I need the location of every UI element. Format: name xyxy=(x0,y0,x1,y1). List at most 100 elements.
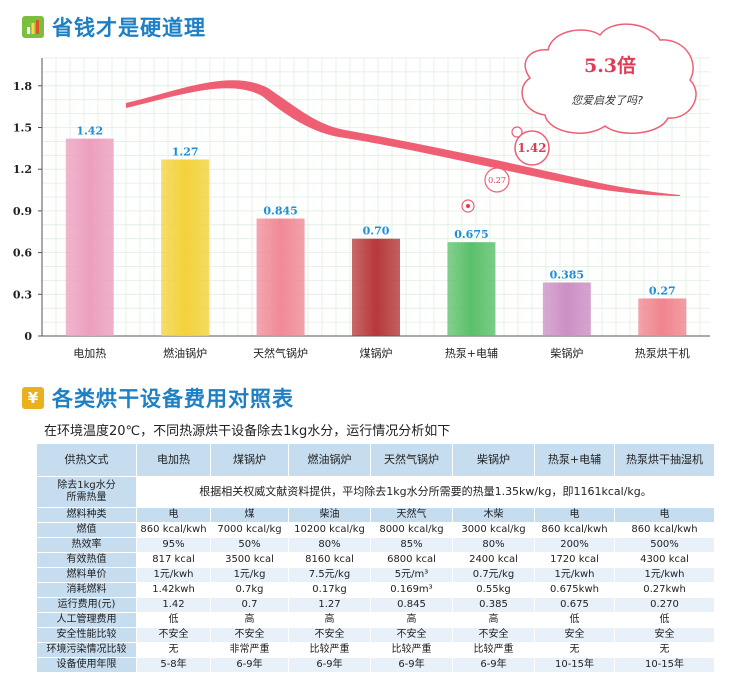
fuel-type: 木柴 xyxy=(452,507,535,523)
table-cell: 1.42 xyxy=(136,597,211,613)
table-cell: 0.27kwh xyxy=(614,582,715,598)
bubble-dot xyxy=(461,199,475,213)
table-cell: 6-9年 xyxy=(370,657,453,673)
bars xyxy=(65,138,687,336)
table-cell: 0.675 xyxy=(534,597,615,613)
row-label: 燃值 xyxy=(36,522,137,538)
category-label: 热泵烘干机 xyxy=(635,346,690,360)
bar-chart-icon xyxy=(22,16,44,38)
table-cell: 50% xyxy=(210,537,289,553)
y-tick-label: 1.5 xyxy=(13,122,32,135)
row-label: 设备使用年限 xyxy=(36,657,137,673)
table-cell: 安全 xyxy=(534,627,615,643)
table-cell: 860 kcal/kwh xyxy=(614,522,715,538)
table-cell: 1.27 xyxy=(288,597,371,613)
category-label: 电加热 xyxy=(73,347,106,360)
y-tick-label: 0.6 xyxy=(13,247,32,260)
table-cell: 6800 kcal xyxy=(370,552,453,568)
table-row: 人工管理费用低高高高高低低 xyxy=(36,612,715,628)
demand-note: 根据相关权威文献资料提供，平均除去1kg水分所需要的热量1.35kw/kg，即1… xyxy=(136,476,715,508)
table-cell: 0.845 xyxy=(370,597,453,613)
table-cell: 0.385 xyxy=(452,597,535,613)
table-cell: 1720 kcal xyxy=(534,552,615,568)
table-cell: 817 kcal xyxy=(136,552,211,568)
category-label: 天然气锅炉 xyxy=(253,346,308,360)
table-cell: 6-9年 xyxy=(452,657,535,673)
y-tick-label: 1.8 xyxy=(13,80,32,93)
yen-icon: ¥ xyxy=(22,387,44,409)
table-cell: 0.675kwh xyxy=(534,582,615,598)
table-cell: 5元/m³ xyxy=(370,567,453,583)
y-tick-label: 0.9 xyxy=(13,205,32,218)
fuel-type-row: 燃料种类 电 煤 柴油 天然气 木柴 电 电 xyxy=(36,507,715,523)
table-cell: 安全 xyxy=(614,627,715,643)
value-labels: 1.42 1.27 0.845 0.70 0.675 0.385 0.27 xyxy=(76,125,675,298)
table-cell: 80% xyxy=(288,537,371,553)
fuel-type: 电 xyxy=(534,507,615,523)
row-label: 有效热值 xyxy=(36,552,137,568)
table-cell: 10200 kcal/kg xyxy=(288,522,371,538)
bubble-small: 0.27 xyxy=(484,167,510,193)
column-header: 天然气锅炉 xyxy=(370,443,453,477)
table-cell: 0.169m³ xyxy=(370,582,453,598)
table-cell: 比较严重 xyxy=(288,642,371,658)
table-cell: 不安全 xyxy=(370,627,453,643)
table-row: 设备使用年限 5-8年 6-9年 6-9年 6-9年 6-9年 10-15年 10-15年 xyxy=(36,657,715,673)
table-cell: 6-9年 xyxy=(288,657,371,673)
table-row: 环境污染情况比较无非常严重 比较严重 比较严重 比较严重无无 xyxy=(36,642,715,658)
table-cell: 860 kcal/kwh xyxy=(136,522,211,538)
fuel-type: 煤 xyxy=(210,507,289,523)
y-tick-label: 0.3 xyxy=(13,288,32,301)
table-cell: 无 xyxy=(136,642,211,658)
row-label: 运行费用(元) xyxy=(36,597,137,613)
table-cell: 不安全 xyxy=(288,627,371,643)
table-cell: 0.7 xyxy=(210,597,289,613)
table-row: 消耗燃料 1.42kwh 0.7kg 0.17kg 0.169m³ 0.55kg 0.675… xyxy=(36,582,715,598)
row-label: 消耗燃料 xyxy=(36,582,137,598)
cloud-callout: 5.3倍 您爱启发了吗? xyxy=(511,23,697,138)
table-heading: ¥ 各类烘干设备费用对照表 xyxy=(22,383,294,413)
column-header: 热泵烘干抽湿机 xyxy=(614,443,715,477)
demand-row: 除去1kg水分 所需热量 根据相关权威文献资料提供，平均除去1kg水分所需要的热量… xyxy=(36,476,715,508)
chart-heading: 省钱才是硬道理 xyxy=(22,12,206,42)
y-tick-label: 1.2 xyxy=(13,163,32,176)
header-label: 供热文式 xyxy=(36,443,137,477)
table-cell: 2400 kcal xyxy=(452,552,535,568)
category-label: 燃油锅炉 xyxy=(163,346,207,360)
table-row: 热效率 95% 50% 80% 85% 80% 200% 500% xyxy=(36,537,715,553)
table-cell: 6-9年 xyxy=(210,657,289,673)
table-cell: 200% xyxy=(534,537,615,553)
table-cell: 95% xyxy=(136,537,211,553)
category-label: 热泵+电辅 xyxy=(445,346,498,360)
bar xyxy=(638,298,687,336)
savings-bar-chart: 0 0.3 0.6 0.9 1.2 1.5 1.8 5.3倍 您爱启发了吗? 1.42 0.… xyxy=(13,23,710,360)
fuel-type: 电 xyxy=(136,507,211,523)
table-cell: 高 xyxy=(370,612,453,628)
row-label: 安全性能比较 xyxy=(36,627,137,643)
table-cell: 高 xyxy=(452,612,535,628)
table-cell: 8000 kcal/kg xyxy=(370,522,453,538)
table-cell: 1元/kwh xyxy=(534,567,615,583)
table-cell: 7000 kcal/kg xyxy=(210,522,289,538)
table-cell: 比较严重 xyxy=(370,642,453,658)
table-cell: 1元/kg xyxy=(210,567,289,583)
table-cell: 1元/kwh xyxy=(136,567,211,583)
table-cell: 无 xyxy=(534,642,615,658)
table-row: 燃值 860 kcal/kwh 7000 kcal/kg 10200 kcal/kg 8… xyxy=(36,522,715,538)
cloud-text: 您爱启发了吗? xyxy=(571,94,643,107)
fuel-type: 天然气 xyxy=(370,507,453,523)
table-cell: 80% xyxy=(452,537,535,553)
table-cell: 不安全 xyxy=(136,627,211,643)
bar-value-label: 0.675 xyxy=(454,228,488,241)
demand-label: 除去1kg水分 所需热量 xyxy=(36,476,137,508)
table-cell: 500% xyxy=(614,537,715,553)
row-label: 环境污染情况比较 xyxy=(36,642,137,658)
trend-ribbon xyxy=(126,80,680,196)
table-row: 运行费用(元) 1.42 0.7 1.27 0.845 0.385 0.675 0.270 xyxy=(36,597,715,613)
table-title: 各类烘干设备费用对照表 xyxy=(52,387,294,411)
table-cell: 不安全 xyxy=(452,627,535,643)
category-labels: 电加热 燃油锅炉 天然气锅炉 煤锅炉 热泵+电辅 柴锅炉 热泵烘干机 xyxy=(73,346,690,360)
bar xyxy=(161,159,210,336)
table-cell: 高 xyxy=(288,612,371,628)
table-cell: 0.7元/kg xyxy=(452,567,535,583)
